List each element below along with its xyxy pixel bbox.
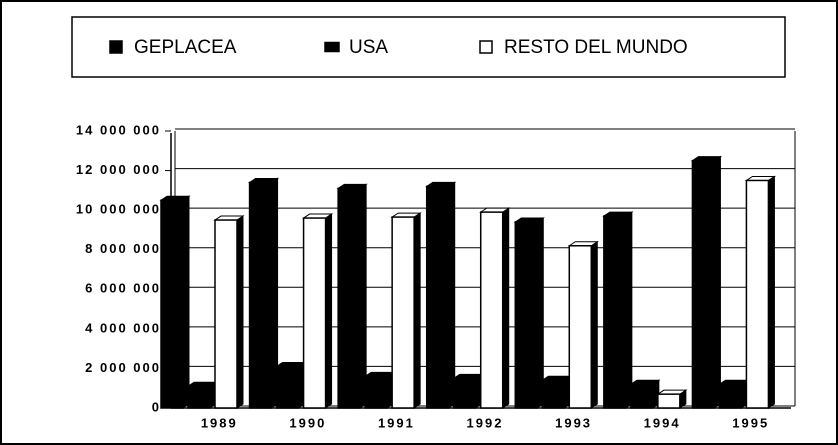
bar-side — [502, 207, 510, 409]
bar — [541, 379, 566, 409]
bar — [275, 365, 300, 409]
bar — [160, 199, 184, 409]
bar — [603, 215, 627, 409]
x-tick-label: 1993 — [555, 415, 592, 430]
bar — [691, 159, 716, 409]
bar — [391, 216, 415, 409]
bar — [745, 179, 770, 409]
legend-label: RESTO DEL MUNDO — [504, 37, 688, 58]
legend-swatch — [109, 40, 123, 54]
bar-side — [359, 183, 367, 409]
x-tick-label: 1989 — [201, 415, 238, 430]
y-tick-label: 12 000 000 — [76, 162, 161, 177]
x-tick-label: 1991 — [378, 415, 415, 430]
bar — [302, 217, 327, 409]
legend-label: GEPLACEA — [134, 37, 237, 58]
x-tick-label: 1992 — [467, 415, 504, 430]
y-tick-label: 0 — [152, 399, 161, 414]
x-tick-label: 1994 — [644, 415, 681, 430]
bar — [718, 383, 743, 409]
y-tick-label: 14 000 000 — [76, 122, 161, 137]
y-tick-label: 8 000 000 — [85, 241, 161, 256]
bar — [248, 181, 273, 409]
y-tick-label: 10 000 000 — [76, 202, 161, 217]
bar — [364, 375, 388, 409]
bar-side — [590, 240, 598, 409]
bar — [479, 211, 504, 409]
legend-swatch — [324, 41, 340, 53]
bar-side — [413, 212, 421, 409]
legend-label: USA — [349, 37, 388, 58]
bar-side — [182, 195, 190, 409]
bar-side — [713, 155, 721, 409]
bar-side — [236, 215, 244, 409]
bar — [657, 393, 681, 409]
bar — [425, 185, 450, 409]
bar-side — [536, 217, 544, 409]
x-tick-label: 1995 — [732, 415, 769, 430]
bar — [187, 385, 211, 409]
bar-side — [767, 175, 775, 409]
bar — [214, 219, 238, 409]
x-tick-label: 1990 — [289, 415, 326, 430]
bar — [452, 377, 477, 409]
bar-side — [448, 181, 456, 409]
y-tick-label: 2 000 000 — [85, 360, 161, 375]
bar — [337, 187, 361, 409]
bar — [568, 245, 593, 409]
legend-box — [71, 16, 786, 78]
bar — [514, 221, 539, 409]
y-tick-label: 6 000 000 — [85, 281, 161, 296]
bar-side — [625, 211, 633, 409]
y-tick-label: 4 000 000 — [85, 320, 161, 335]
legend-swatch — [479, 40, 493, 54]
bar — [630, 383, 654, 409]
bar-side — [325, 213, 333, 409]
